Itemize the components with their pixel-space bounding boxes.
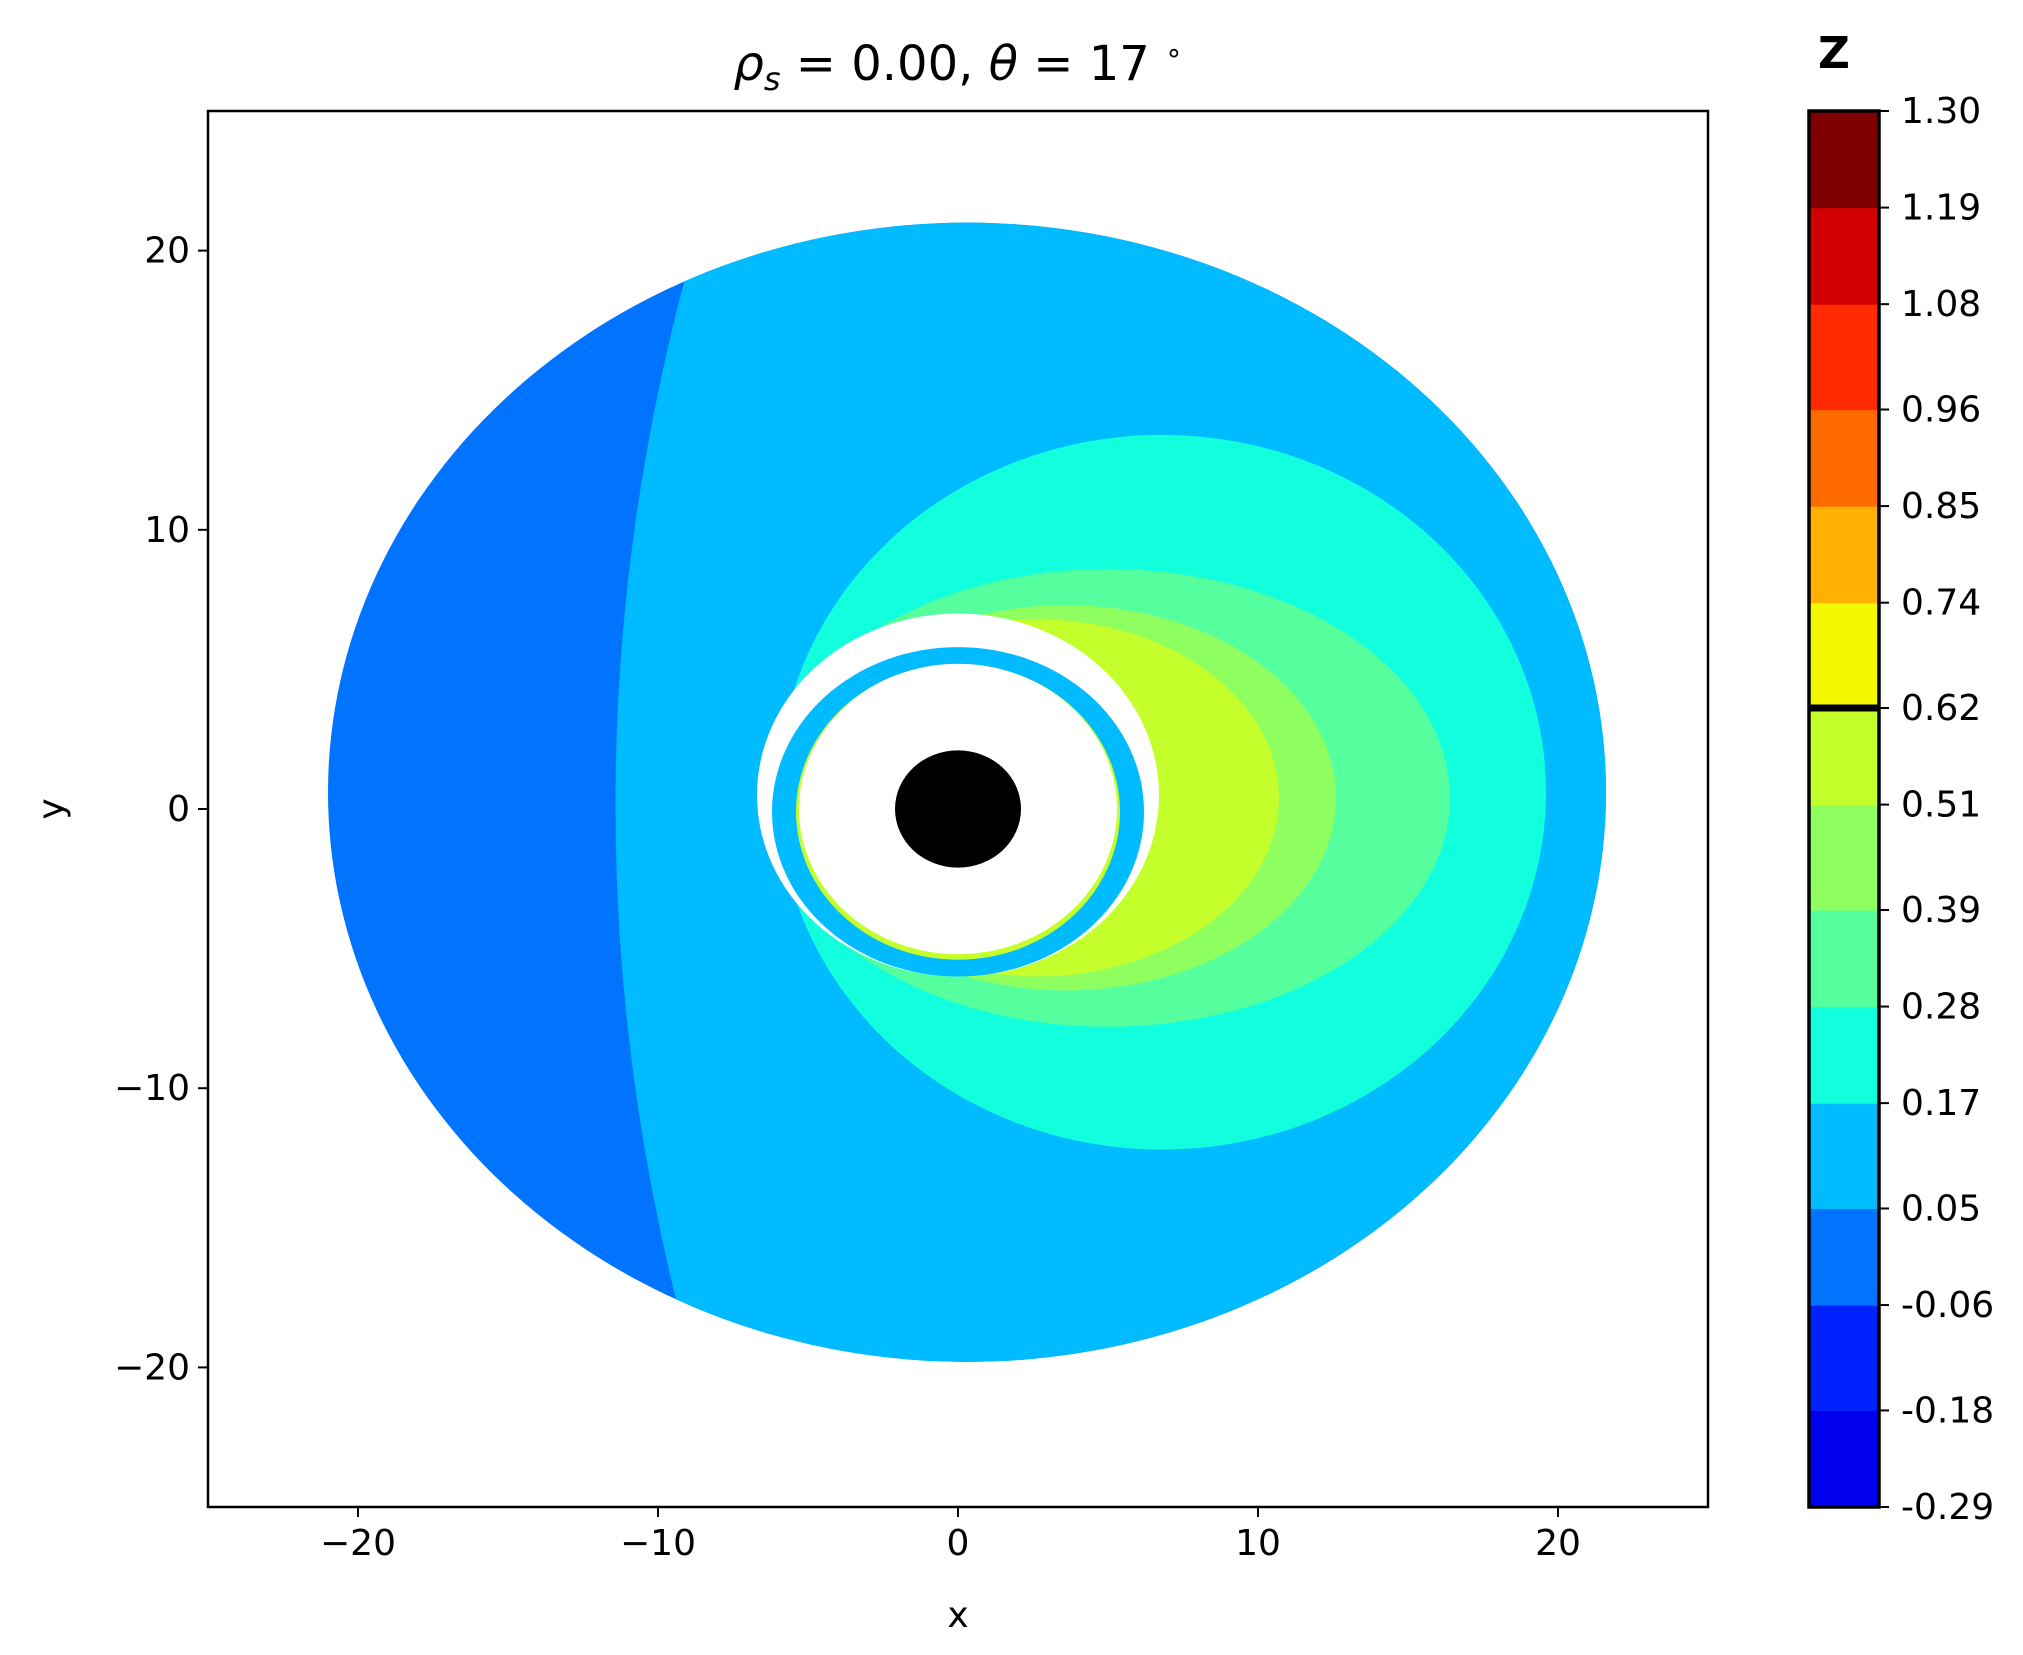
colorbar-band [1809, 708, 1879, 806]
x-tick-label: 10 [1235, 1523, 1281, 1564]
colorbar-band [1809, 909, 1879, 1008]
colorbar-band [1809, 207, 1879, 305]
x-axis-ticks: −20 −10 0 10 20 [320, 1507, 1581, 1564]
y-axis-label: y [31, 798, 72, 819]
colorbar-band [1809, 304, 1879, 411]
colorbar-band [1809, 111, 1879, 209]
colorbar-tick-label: 0.51 [1901, 785, 1981, 826]
colorbar-tick-label: 0.28 [1901, 987, 1981, 1028]
colorbar-band [1809, 409, 1879, 507]
colorbar-tick-label: -0.06 [1901, 1285, 1994, 1326]
colorbar-tick-label: 0.74 [1901, 583, 1981, 624]
x-tick-label: 0 [947, 1523, 970, 1564]
colorbar-tick-label: -0.18 [1901, 1390, 1994, 1431]
y-tick-label: 10 [144, 510, 190, 551]
colorbar-tick-label: -0.29 [1901, 1487, 1994, 1528]
colorbar: -0.29 -0.18 -0.06 0.05 0.17 0.28 0.39 0.51 0.62 0… [1807, 91, 1994, 1528]
colorbar-band [1809, 1410, 1879, 1508]
contour-regions [328, 222, 1606, 1362]
colorbar-label: Z [1818, 28, 1850, 79]
region-black-hole-shadow [895, 750, 1021, 868]
plot-area [208, 111, 1708, 1507]
colorbar-tick-label: 0.85 [1901, 486, 1981, 527]
y-tick-label: 0 [167, 789, 190, 830]
colorbar-band [1809, 506, 1879, 604]
colorbar-band [1809, 804, 1879, 911]
colorbar-tick-label: 0.96 [1901, 390, 1981, 431]
colorbar-band [1809, 1305, 1879, 1412]
colorbar-frame [1807, 109, 1881, 1509]
colorbar-band [1809, 1006, 1879, 1104]
colorbar-band [1809, 602, 1879, 709]
y-tick-label: −10 [114, 1068, 190, 1109]
colorbar-tick-label: 0.39 [1901, 890, 1981, 931]
y-axis-ticks: −20 −10 0 10 20 [114, 231, 208, 1388]
x-axis-label: x [947, 1595, 968, 1636]
colorbar-band [1809, 1103, 1879, 1210]
colorbar-band [1809, 1208, 1879, 1306]
x-tick-label: −20 [320, 1523, 396, 1564]
x-tick-label: −10 [620, 1523, 696, 1564]
y-tick-label: 20 [144, 231, 190, 272]
colorbar-tick-label: 1.08 [1901, 284, 1981, 325]
colorbar-tick-label: 1.30 [1901, 91, 1981, 132]
chart-title: ρs = 0.00, θ = 17 ∘ [733, 36, 1182, 98]
x-tick-label: 20 [1535, 1523, 1581, 1564]
colorbar-tick-label: 0.62 [1901, 688, 1981, 729]
colorbar-tick-label: 0.17 [1901, 1083, 1981, 1124]
colorbar-tick-label: 0.05 [1901, 1188, 1981, 1229]
colorbar-tick-label: 1.19 [1901, 188, 1981, 229]
y-tick-label: −20 [114, 1347, 190, 1388]
